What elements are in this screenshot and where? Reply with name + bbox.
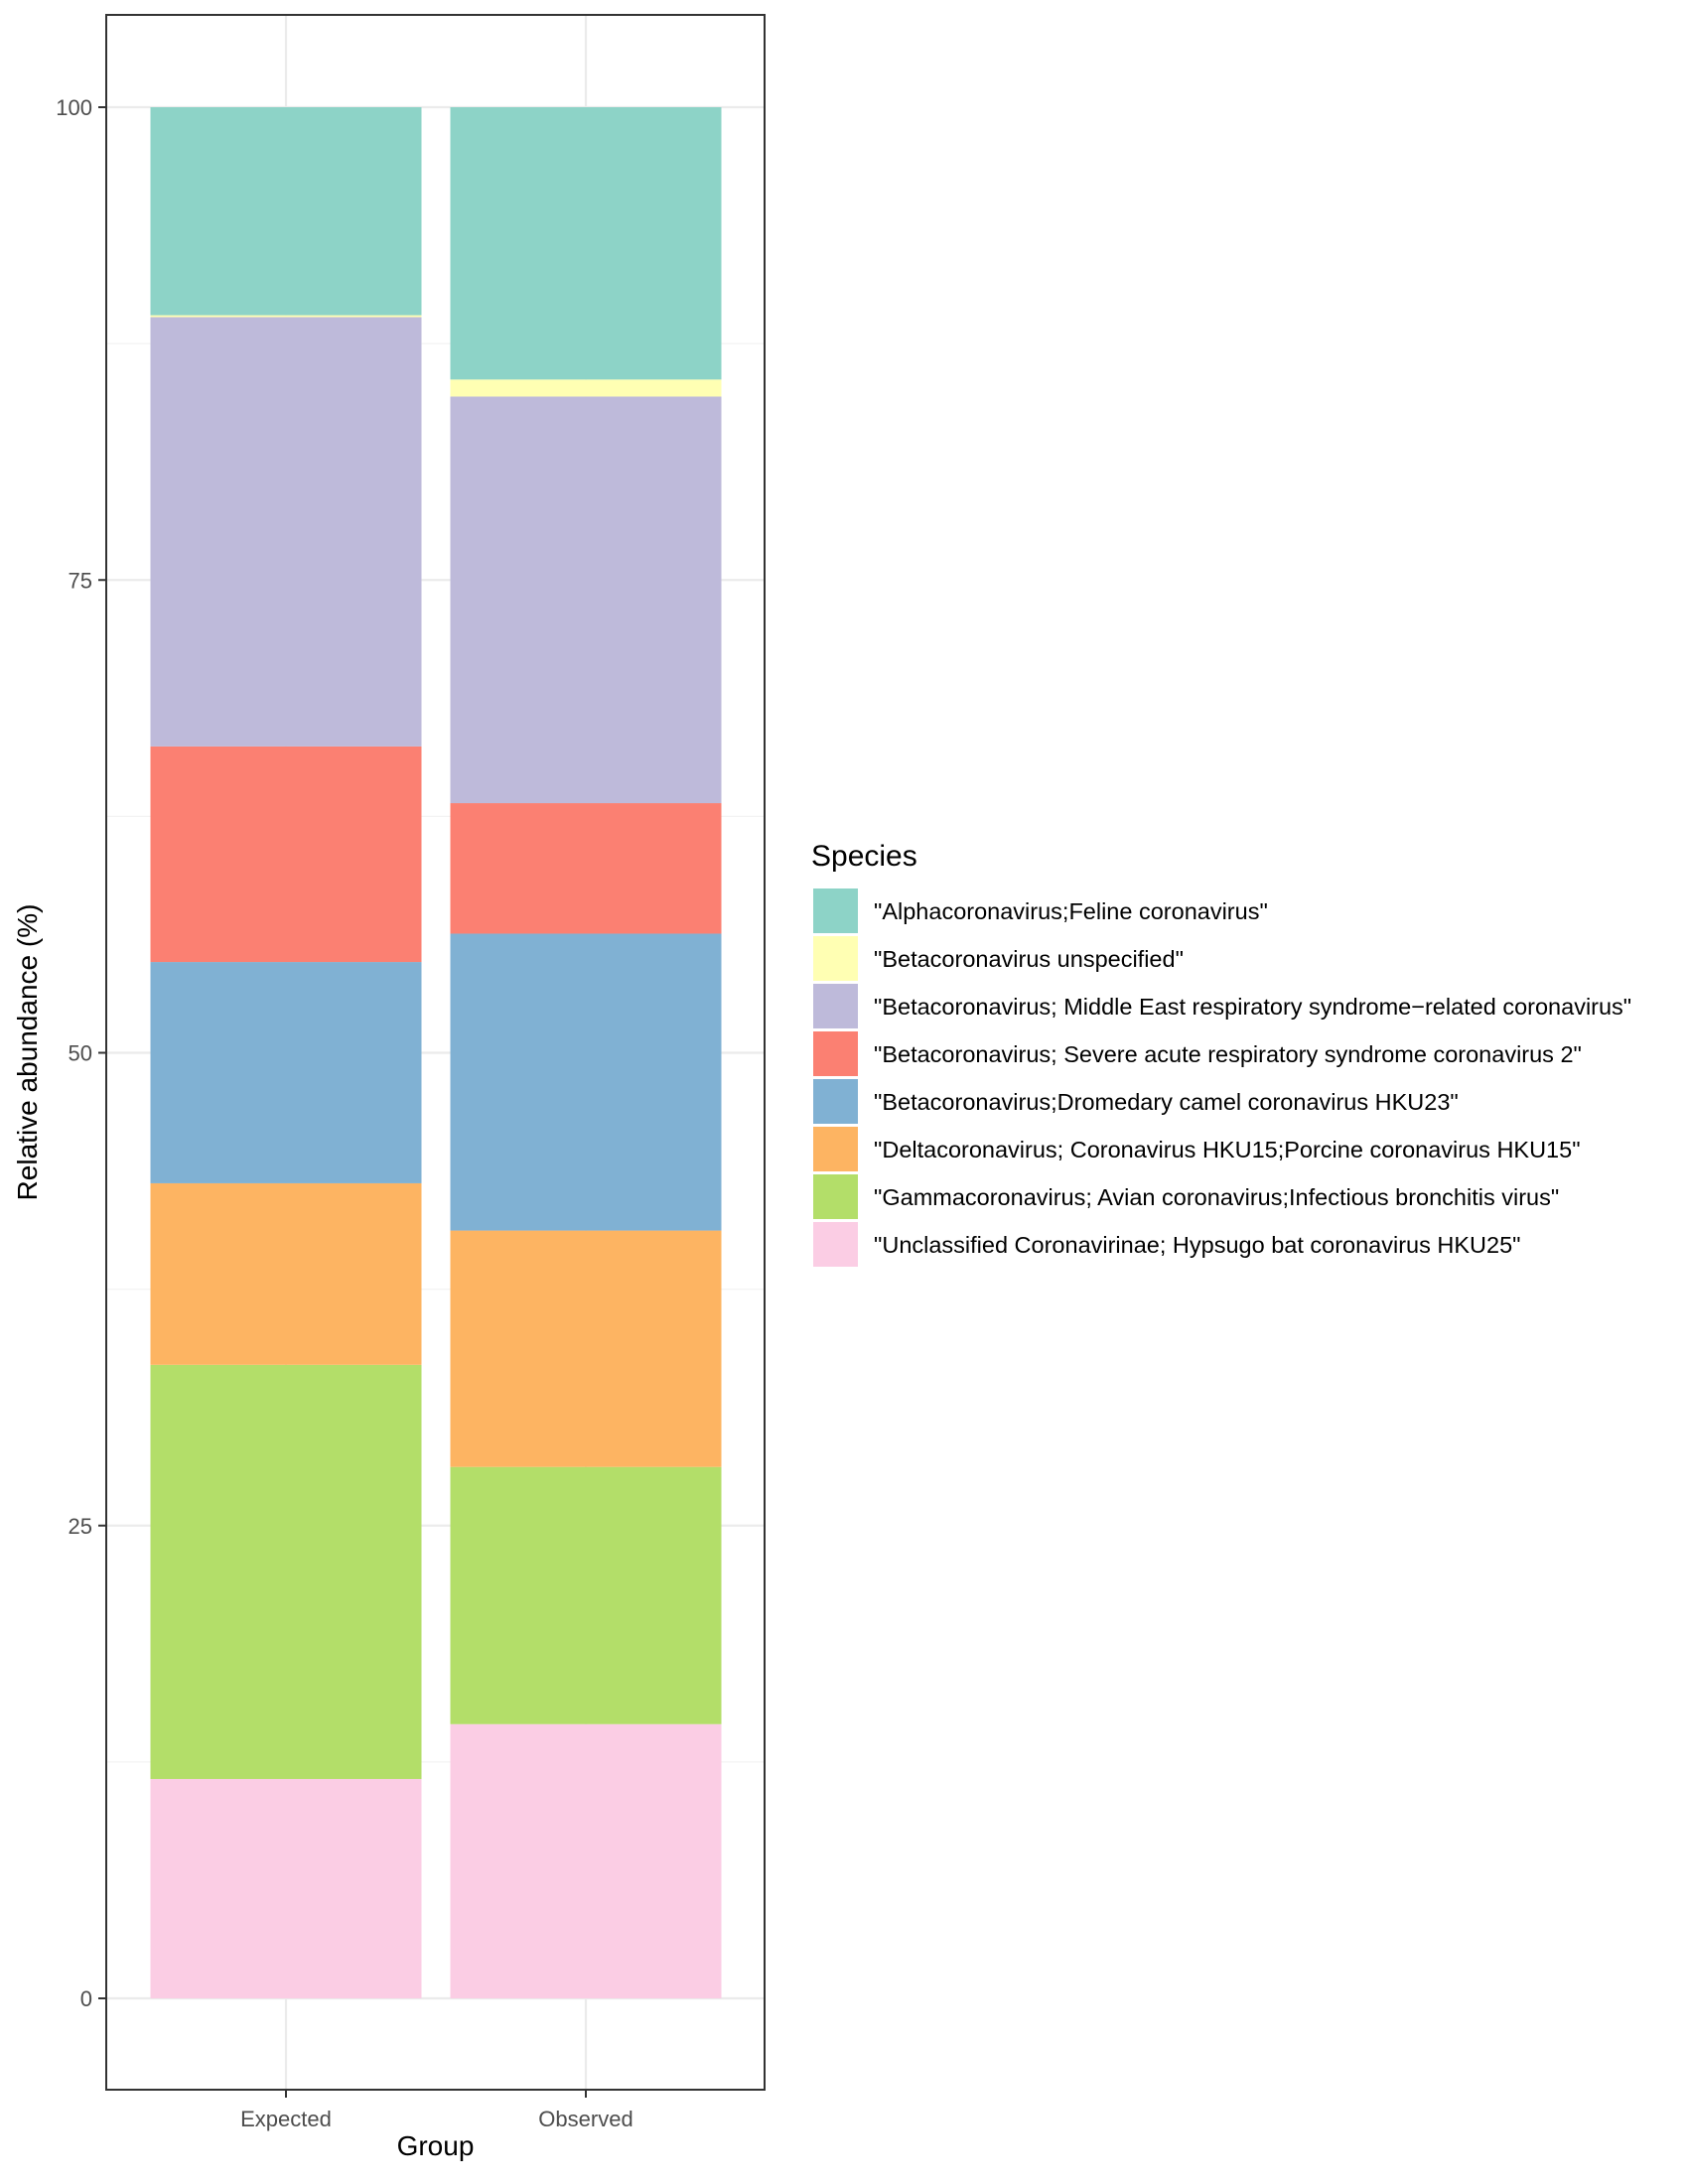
legend-label: "Betacoronavirus;Dromedary camel coronav… xyxy=(874,1089,1459,1115)
bar-segment xyxy=(450,1723,722,1998)
y-tick-label: 50 xyxy=(69,1041,92,1066)
bar-segment xyxy=(450,107,722,380)
legend-swatch xyxy=(813,1079,858,1124)
bar-segment xyxy=(150,1364,422,1780)
legend-label: "Gammacoronavirus; Avian coronavirus;Inf… xyxy=(874,1184,1559,1210)
bar-segment xyxy=(450,1230,722,1467)
bar-segment xyxy=(450,1466,722,1724)
legend-label: "Deltacoronavirus; Coronavirus HKU15;Por… xyxy=(874,1137,1581,1162)
y-tick-label: 100 xyxy=(56,95,92,120)
legend-swatch xyxy=(813,1031,858,1076)
bar-segment xyxy=(150,1182,422,1365)
legend-swatch xyxy=(813,888,858,933)
legend-swatch xyxy=(813,1174,858,1219)
bars xyxy=(150,107,722,1998)
bar-segment xyxy=(150,315,422,318)
y-tick-label: 0 xyxy=(80,1986,92,2011)
legend-label: "Unclassified Coronavirinae; Hypsugo bat… xyxy=(874,1232,1521,1258)
bar-segment xyxy=(150,107,422,316)
bar-segment xyxy=(450,803,722,934)
legend-items: "Alphacoronavirus;Feline coronavirus" "Be… xyxy=(813,888,1631,1267)
legend-swatch xyxy=(813,1127,858,1171)
x-tick-label: Expected xyxy=(240,2107,332,2131)
bar-segment xyxy=(150,317,422,747)
legend-label: "Betacoronavirus; Severe acute respirato… xyxy=(874,1041,1582,1067)
legend-label: "Betacoronavirus; Middle East respirator… xyxy=(874,994,1631,1020)
legend-label: "Betacoronavirus unspecified" xyxy=(874,946,1184,972)
axis-ticks: 0 25 50 75 100 Expected Observed xyxy=(56,95,633,2131)
legend: Species "Alphacoronavirus;Feline coronav… xyxy=(811,840,1631,1267)
legend-swatch xyxy=(813,936,858,981)
y-tick-label: 25 xyxy=(69,1514,92,1539)
bar-segment xyxy=(150,1779,422,1998)
bar-segment xyxy=(450,379,722,397)
y-tick-label: 75 xyxy=(69,568,92,593)
bar-segment xyxy=(150,962,422,1183)
bar-segment xyxy=(450,396,722,804)
x-axis-title: Group xyxy=(397,2130,475,2161)
legend-swatch xyxy=(813,1222,858,1267)
bar-segment xyxy=(450,933,722,1231)
legend-title: Species xyxy=(811,840,917,873)
legend-swatch xyxy=(813,984,858,1028)
legend-label: "Alphacoronavirus;Feline coronavirus" xyxy=(874,898,1268,924)
x-tick-label: Observed xyxy=(538,2107,633,2131)
bar-segment xyxy=(150,746,422,963)
y-axis-title: Relative abundance (%) xyxy=(12,904,43,1201)
